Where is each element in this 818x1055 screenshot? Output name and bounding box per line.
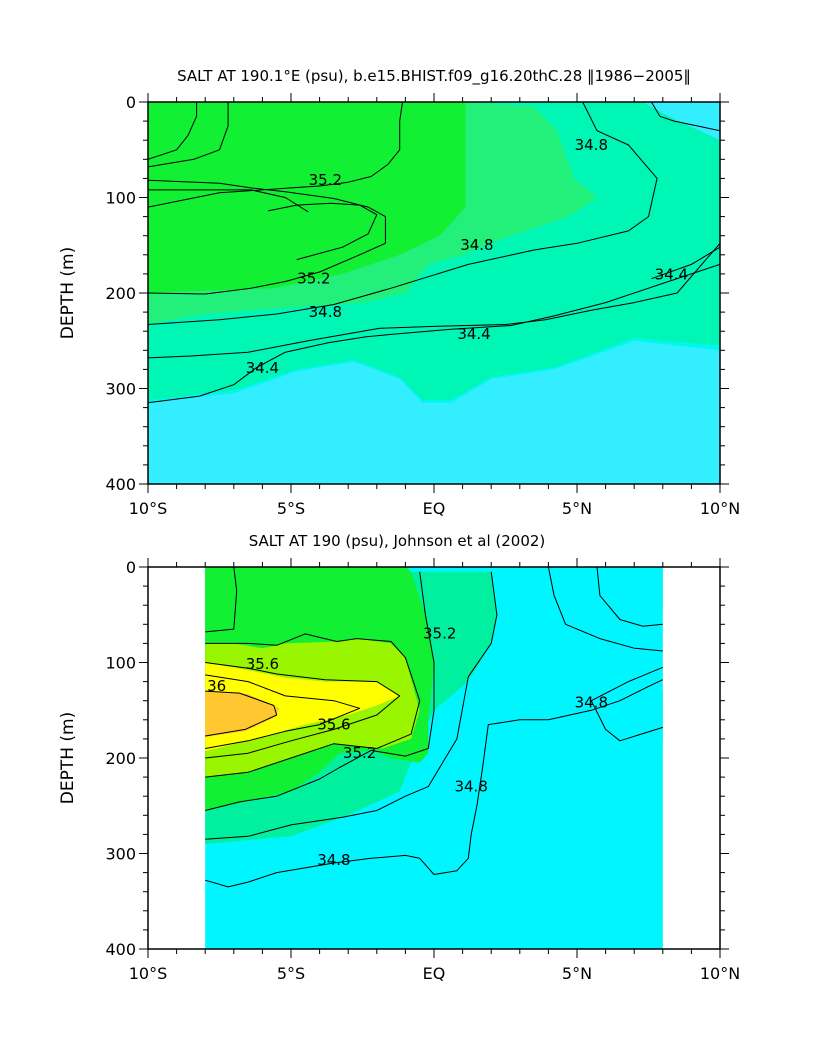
contour-label: 35.2 xyxy=(309,171,342,189)
y-tick-label: 100 xyxy=(105,189,136,208)
panel-observed-axes: 10°S 5°S EQ 5°N 10°N 0 100 200 300 400 xyxy=(105,558,740,983)
panel-model-title: SALT AT 190.1°E (psu), b.e15.BHIST.f09_g… xyxy=(177,67,691,86)
contour-line-35 xyxy=(148,179,386,295)
contour-line-36 xyxy=(205,690,278,737)
contour-label: 35.2 xyxy=(423,625,456,643)
y-tick-label: 100 xyxy=(105,654,136,673)
x-tick-label: 10°N xyxy=(700,499,740,518)
y-tick-label: 200 xyxy=(105,284,136,303)
panel-model: 35.2 35.2 34.8 34.8 34.4 34.4 34.8 34.4 10°S 5°S… xyxy=(58,67,740,518)
x-tick-label: 10°S xyxy=(129,964,168,983)
y-tick-label: 300 xyxy=(105,380,136,399)
panel-model-y-axis-title: DEPTH (m) xyxy=(58,247,78,339)
contour-label: 35.2 xyxy=(297,269,330,287)
x-tick-label: 5°S xyxy=(277,964,305,983)
panel-observed-contour-lines xyxy=(205,567,664,888)
contour-label: 34.8 xyxy=(309,303,342,321)
y-tick-label: 400 xyxy=(105,475,136,494)
contour-line-35.6 xyxy=(205,662,401,759)
panel-model-filled-contours xyxy=(148,102,720,484)
x-tick-label: EQ xyxy=(423,964,446,983)
y-tick-label: 0 xyxy=(126,558,136,577)
contour-label: 35.6 xyxy=(317,715,350,733)
contour-line-35.4 xyxy=(205,633,421,778)
contour-label: 34.4 xyxy=(655,266,688,284)
contour-line-35 xyxy=(205,571,498,840)
panel-observed: 35.2 35.6 36 35.6 35.2 34.8 34.8 34.8 10°S 5°S EQ… xyxy=(58,532,740,983)
contour-label: 35.2 xyxy=(343,744,376,762)
contour-line-35.2 xyxy=(268,202,378,261)
contour-line-34.6 xyxy=(547,567,663,652)
contour-label: 34.8 xyxy=(460,236,493,254)
contour-label: 34.8 xyxy=(454,777,487,795)
contour-line-34.4 xyxy=(596,567,663,627)
contour-line-35.2 xyxy=(205,571,435,811)
contour-fill-35.2-35.4 xyxy=(148,102,466,293)
y-tick-label: 0 xyxy=(126,93,136,112)
x-tick-label: 5°N xyxy=(562,964,592,983)
x-tick-label: 5°S xyxy=(277,499,305,518)
contour-label: 35.6 xyxy=(246,655,279,673)
contour-line-34.8 xyxy=(205,679,664,888)
contour-line-35.4 xyxy=(148,189,309,213)
contour-line-35.2 xyxy=(148,102,403,208)
contour-line-34.8 xyxy=(148,102,658,325)
x-tick-label: EQ xyxy=(423,499,446,518)
contour-label: 34.8 xyxy=(575,136,608,154)
x-tick-label: 10°N xyxy=(700,964,740,983)
panel-model-contour-lines xyxy=(148,102,720,404)
y-tick-label: 300 xyxy=(105,845,136,864)
panel-model-axes: 10°S 5°S EQ 5°N 10°N 0 100 200 300 400 xyxy=(105,93,740,518)
panel-observed-title: SALT AT 190 (psu), Johnson et al (2002) xyxy=(249,532,546,550)
contour-line-35.8 xyxy=(205,674,361,749)
y-tick-label: 400 xyxy=(105,940,136,959)
contour-line-34.6 xyxy=(650,102,720,132)
contour-label: 34.8 xyxy=(575,693,608,711)
contour-label: 36 xyxy=(207,677,226,695)
contour-line-35.2 xyxy=(205,567,238,633)
y-tick-label: 200 xyxy=(105,749,136,768)
contour-fill-gt36.0 xyxy=(205,691,280,737)
contour-label: 34.8 xyxy=(317,851,350,869)
contour-line-34.8 xyxy=(651,246,720,280)
contour-line-34.4 xyxy=(148,263,720,404)
panel-observed-contour-labels: 35.2 35.6 36 35.6 35.2 34.8 34.8 34.8 xyxy=(207,625,608,869)
contour-label: 34.4 xyxy=(457,325,490,343)
x-tick-label: 5°N xyxy=(562,499,592,518)
panel-model-contour-labels: 35.2 35.2 34.8 34.8 34.4 34.4 34.8 34.4 xyxy=(246,136,688,377)
panel-observed-y-axis-title: DEPTH (m) xyxy=(58,712,78,804)
contour-line-34.6 xyxy=(590,666,663,742)
contour-fill-34.4-34.6 xyxy=(611,691,663,739)
contour-fill-35.6-36.0 xyxy=(205,662,400,752)
contour-line-35 xyxy=(148,102,229,168)
contour-line-35 xyxy=(148,102,198,160)
contour-label: 34.4 xyxy=(246,359,279,377)
x-tick-label: 10°S xyxy=(129,499,168,518)
contour-line-34.6 xyxy=(148,242,720,359)
contour-fill-34.4-34.6 xyxy=(605,567,663,627)
